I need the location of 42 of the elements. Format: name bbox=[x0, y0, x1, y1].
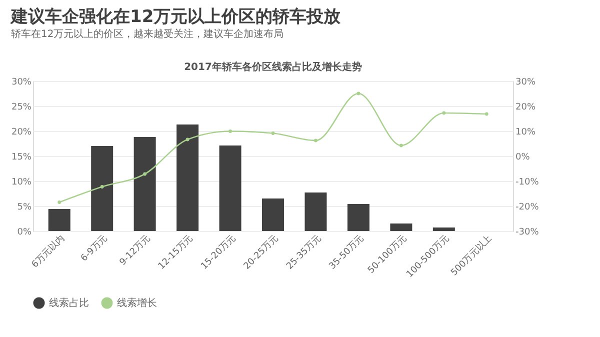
chart-title: 建议车企强化在12万元以上价区的轿车投放 bbox=[9, 7, 342, 27]
legend-label: 线索增长 bbox=[117, 297, 157, 309]
x-tick-label: 6-9万元 bbox=[78, 232, 110, 264]
y2-tick-label: 0% bbox=[516, 152, 530, 162]
y-tick-label: 15% bbox=[11, 152, 32, 162]
y2-tick-label: -20% bbox=[516, 202, 540, 212]
point bbox=[186, 138, 190, 142]
point bbox=[399, 144, 403, 148]
point bbox=[228, 130, 232, 133]
y2-tick-label: 30% bbox=[516, 78, 536, 88]
bar bbox=[91, 146, 114, 231]
point bbox=[484, 112, 488, 116]
point bbox=[143, 172, 147, 176]
legend-label: 线索占比 bbox=[49, 297, 89, 309]
y-tick-label: 20% bbox=[11, 128, 32, 138]
bar bbox=[390, 224, 412, 231]
bar bbox=[347, 204, 370, 231]
point bbox=[271, 132, 275, 135]
bar bbox=[176, 124, 199, 231]
bar bbox=[304, 192, 327, 231]
x-tick-label: 6万元以内 bbox=[30, 232, 67, 270]
bar bbox=[134, 137, 156, 231]
chart-subtitle: 轿车在12万元以上的价区，越来越受关注，建议车企加速布局 bbox=[11, 28, 284, 40]
y2-tick-label: 10% bbox=[516, 128, 536, 138]
y2-tick-label: -30% bbox=[516, 228, 540, 238]
bar bbox=[432, 228, 455, 231]
point bbox=[314, 138, 318, 142]
point bbox=[442, 111, 446, 115]
point bbox=[58, 200, 62, 204]
bar bbox=[48, 209, 70, 231]
bar bbox=[219, 146, 242, 231]
bar bbox=[262, 198, 284, 231]
y2-tick-label: -10% bbox=[516, 178, 540, 188]
y-tick-label: 10% bbox=[11, 178, 32, 188]
point bbox=[356, 92, 360, 96]
y-tick-label: 25% bbox=[11, 102, 32, 112]
y-tick-label: 30% bbox=[11, 78, 32, 88]
y2-tick-label: 20% bbox=[516, 102, 536, 112]
y-tick-label: 5% bbox=[17, 202, 32, 212]
point bbox=[100, 185, 104, 188]
y-tick-label: 0% bbox=[17, 228, 32, 238]
text: 2017年轿车各价区线索占比及增长走势 bbox=[184, 61, 362, 73]
